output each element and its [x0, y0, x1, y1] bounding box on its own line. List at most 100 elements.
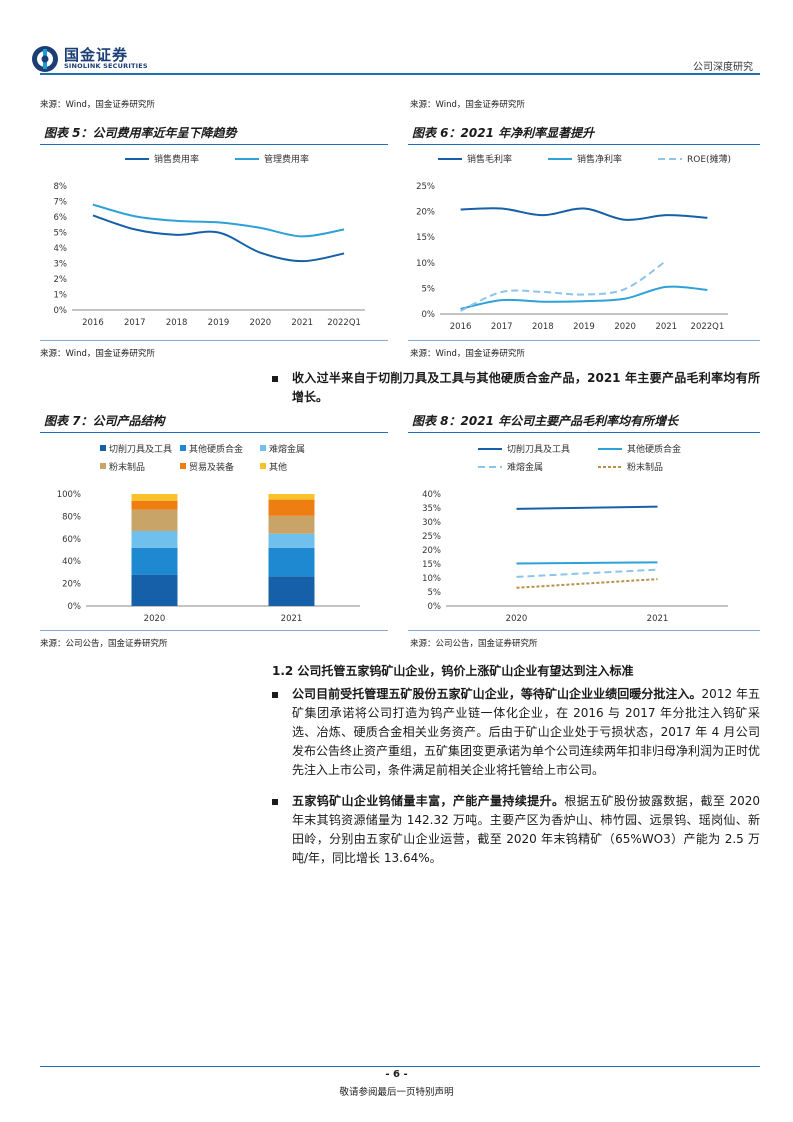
y-tick-label: 15% — [416, 233, 435, 243]
legend-label: 销售费用率 — [154, 153, 199, 165]
bar-segment — [131, 494, 178, 501]
series-line — [92, 203, 345, 238]
bar-segment — [131, 509, 178, 531]
bullet-body: 2012 年五矿集团承诺将公司打造为钨产业链一体化企业，在 2016 与 201… — [292, 687, 761, 777]
y-tick-label: 1% — [54, 291, 68, 301]
chart-bottom-rule — [408, 630, 760, 631]
chart-bottom-rule — [40, 630, 388, 631]
bar-segment — [268, 533, 315, 548]
x-tick-label: 2021 — [647, 614, 669, 624]
paragraph-bullet: 公司目前受托管理五矿股份五家矿山企业，等待矿山企业业绩回暖分批注入。2012 年… — [292, 685, 760, 780]
y-tick-label: 35% — [422, 504, 441, 514]
chart-title-rule — [40, 432, 388, 433]
legend-swatch — [100, 445, 106, 451]
chart-title: 图表 5：公司费用率近年呈下降趋势 — [44, 126, 237, 140]
y-tick-label: 5% — [428, 588, 442, 598]
legend-label: 切削刀具及工具 — [507, 443, 570, 455]
x-tick-label: 2016 — [82, 318, 104, 328]
y-tick-label: 8% — [54, 182, 68, 192]
series-line — [516, 505, 658, 510]
y-tick-label: 40% — [62, 557, 81, 567]
bullet-lead: 公司目前受托管理五矿股份五家矿山企业，等待矿山企业业绩回暖分批注入。 — [292, 687, 702, 701]
x-tick-label: 2020 — [614, 322, 636, 332]
footer-divider — [40, 1066, 760, 1067]
x-tick-label: 2022Q1 — [691, 322, 725, 332]
logo — [30, 44, 190, 74]
y-tick-label: 20% — [416, 208, 435, 218]
legend-label: 粉末制品 — [627, 461, 663, 473]
legend-swatch — [260, 445, 266, 451]
logo-name-en: SINOLINK SECURITIES — [64, 62, 148, 70]
y-tick-label: 10% — [422, 574, 441, 584]
logo-name-cn: 国金证券 — [64, 46, 129, 64]
paragraph-bullet: 五家钨矿山企业钨储量丰富，产能产量持续提升。根据五矿股份披露数据，截至 2020… — [292, 792, 760, 868]
x-tick-label: 2019 — [573, 322, 595, 332]
legend-label: 贸易及装备 — [189, 461, 234, 473]
y-tick-label: 25% — [422, 532, 441, 542]
bar-segment — [268, 515, 315, 534]
x-tick-label: 2021 — [281, 614, 303, 624]
series-line — [460, 259, 667, 312]
y-tick-label: 4% — [54, 244, 68, 254]
y-tick-label: 2% — [54, 275, 68, 285]
bar-segment — [131, 547, 178, 575]
y-tick-label: 80% — [62, 512, 81, 522]
series-line — [92, 214, 345, 263]
bar-segment — [268, 547, 315, 577]
x-tick-label: 2017 — [124, 318, 146, 328]
legend-label: 其他硬质合金 — [627, 443, 681, 455]
legend-swatch — [180, 445, 186, 451]
header-divider — [40, 73, 760, 75]
y-tick-label: 6% — [54, 213, 68, 223]
legend-swatch — [100, 463, 106, 469]
y-tick-label: 10% — [416, 259, 435, 269]
x-tick-label: 2019 — [208, 318, 230, 328]
x-tick-label: 2021 — [655, 322, 677, 332]
legend-label: 其他 — [269, 461, 287, 473]
source-note: 来源：Wind，国金证券研究所 — [40, 100, 155, 110]
chart-title: 图表 8：2021 年公司主要产品毛利率均有所增长 — [412, 414, 679, 428]
y-tick-label: 15% — [422, 560, 441, 570]
series-line — [460, 207, 708, 221]
section-heading: 1.2 公司托管五家钨矿山企业，钨价上涨矿山企业有望达到注入标准 — [272, 664, 634, 678]
chart-fig6: 销售毛利率 销售净利率 ROE(摊薄) 0% 5% 10% 15% 20% 25% 2016 201… — [416, 153, 731, 332]
chart-title: 图表 6：2021 年净利率显著提升 — [412, 126, 595, 140]
sinolink-logo-icon — [32, 46, 58, 72]
legend-label: 管理费用率 — [264, 153, 309, 165]
report-type: 公司深度研究 — [693, 62, 753, 73]
chart-title-rule — [408, 144, 760, 145]
x-tick-label: 2021 — [291, 318, 313, 328]
x-tick-label: 2020 — [250, 318, 272, 328]
x-tick-label: 2020 — [144, 614, 166, 624]
x-tick-label: 2022Q1 — [327, 318, 361, 328]
source-note: 来源：Wind，国金证券研究所 — [40, 349, 155, 359]
legend-swatch — [180, 463, 186, 469]
y-tick-label: 25% — [416, 182, 435, 192]
bar-segment — [268, 576, 315, 606]
y-tick-label: 0% — [428, 602, 442, 612]
source-note: 来源：公司公告，国金证券研究所 — [410, 639, 538, 649]
legend-swatch — [260, 463, 266, 469]
x-tick-label: 2016 — [450, 322, 472, 332]
y-tick-label: 0% — [422, 310, 436, 320]
disclaimer: 敬请参阅最后一页特别声明 — [339, 1087, 454, 1098]
x-tick-label: 2020 — [506, 614, 528, 624]
bar-segment — [131, 500, 178, 510]
bar-segment — [131, 574, 178, 606]
y-tick-label: 100% — [57, 490, 81, 500]
y-tick-label: 30% — [422, 518, 441, 528]
bullet-marker — [272, 692, 278, 698]
y-tick-label: 7% — [54, 198, 68, 208]
series-line — [516, 578, 658, 589]
legend-label: ROE(摊薄) — [687, 153, 731, 165]
legend-label: 切削刀具及工具 — [109, 443, 172, 455]
legend-label: 粉末制品 — [109, 461, 145, 473]
bullet-marker — [272, 799, 278, 805]
legend-label: 销售净利率 — [577, 153, 622, 165]
y-tick-label: 3% — [54, 260, 68, 270]
legend-label: 销售毛利率 — [467, 153, 512, 165]
chart-bottom-rule — [40, 340, 388, 341]
bullet-lead: 五家钨矿山企业钨储量丰富，产能产量持续提升。 — [292, 794, 565, 808]
chart-fig5: 销售费用率 管理费用率 0% 1% 2% 3% 4% 5% 6% 7% 8% 2016 2017 2018… — [54, 153, 365, 328]
